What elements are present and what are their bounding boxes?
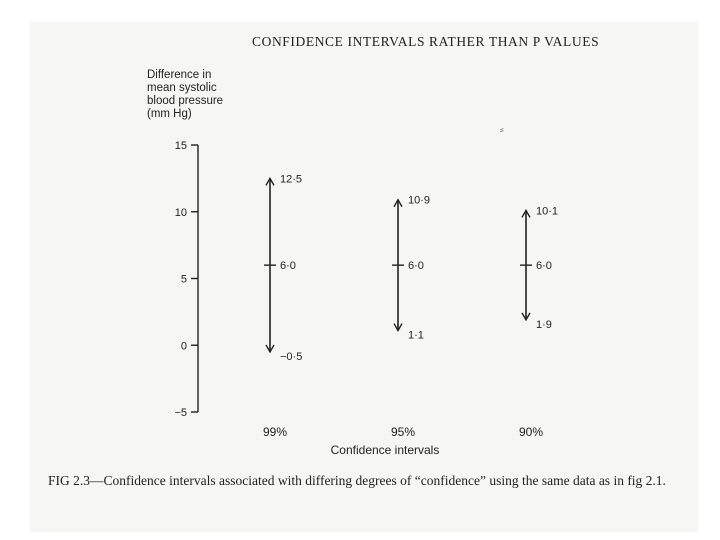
lower-arrow bbox=[265, 344, 275, 354]
figure-caption: FIG 2.3—Confidence intervals associated … bbox=[48, 473, 666, 488]
upper-label: 10·1 bbox=[536, 205, 558, 217]
upper-label: 12·5 bbox=[280, 173, 302, 185]
estimate-label: 6·0 bbox=[280, 260, 296, 272]
lower-label: −0·5 bbox=[280, 351, 302, 363]
category-label: 99% bbox=[263, 425, 287, 439]
y-axis-label: Difference in mean systolic blood pressu… bbox=[147, 69, 224, 120]
upper-label: 10·9 bbox=[408, 195, 430, 207]
lower-arrow bbox=[521, 312, 531, 322]
x-axis-label: Confidence intervals bbox=[331, 443, 440, 457]
y-tick-label: 10 bbox=[175, 207, 187, 219]
lower-label: 1·1 bbox=[408, 330, 424, 342]
y-tick-label: −5 bbox=[174, 407, 187, 419]
upper-arrow bbox=[265, 176, 275, 186]
upper-arrow bbox=[393, 198, 403, 208]
scanned-page bbox=[30, 22, 698, 532]
upper-arrow bbox=[521, 209, 531, 218]
category-label: 90% bbox=[519, 425, 543, 439]
page-header: CONFIDENCE INTERVALS RATHER THAN P VALUE… bbox=[252, 34, 600, 49]
scan-mark: ⸗ bbox=[500, 124, 504, 136]
y-tick-label: 5 bbox=[181, 274, 187, 286]
y-tick-label: 15 bbox=[175, 140, 187, 152]
category-label: 95% bbox=[391, 425, 415, 439]
y-tick-label: 0 bbox=[181, 340, 187, 352]
lower-label: 1·9 bbox=[536, 319, 552, 331]
estimate-label: 6·0 bbox=[408, 260, 424, 272]
lower-arrow bbox=[393, 323, 403, 332]
estimate-label: 6·0 bbox=[536, 260, 552, 272]
